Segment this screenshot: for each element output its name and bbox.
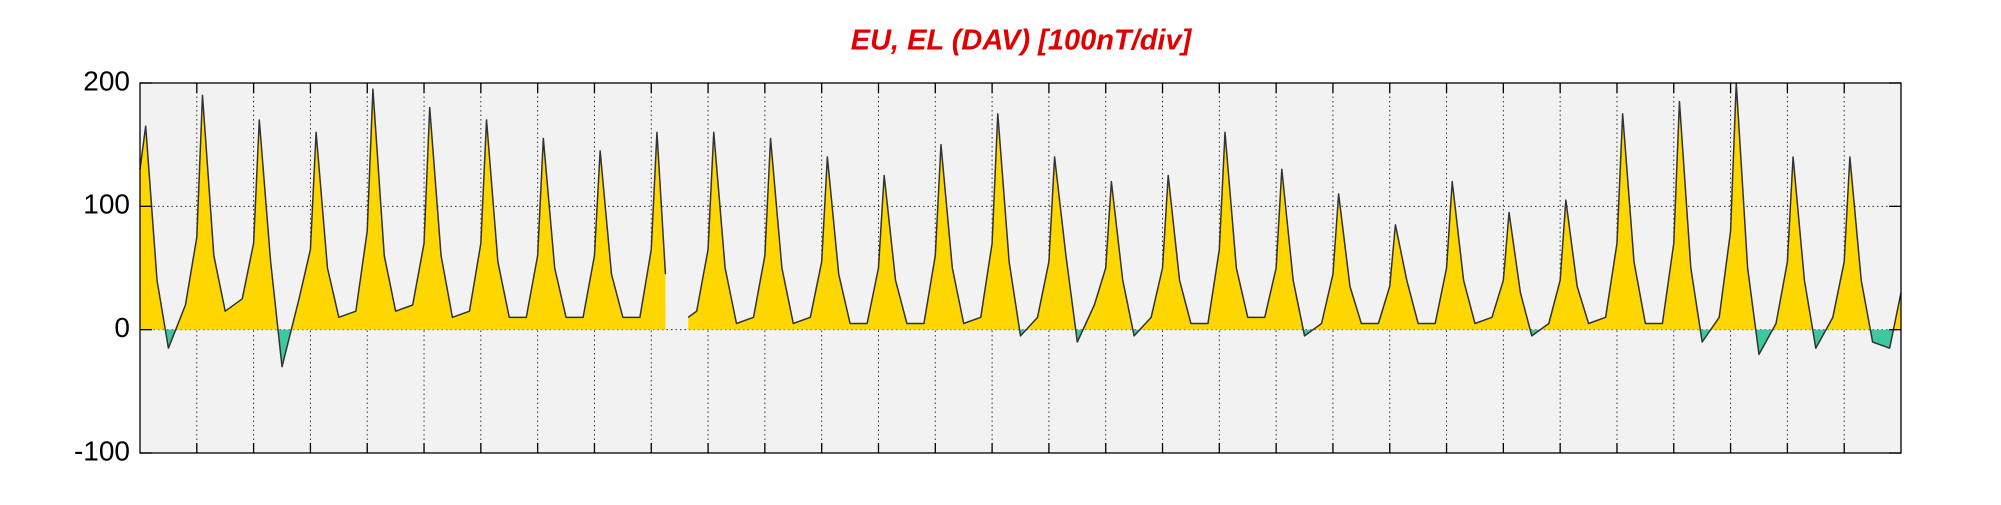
chart-title: EU, EL (DAV) [100nT/div] [851,25,1193,57]
axes: -100 0 100 200 [74,65,1902,466]
positive-area [688,83,1901,330]
y-tick-label: 100 [83,189,130,220]
data-line [687,82,1902,356]
y-tick-label: -100 [74,435,130,466]
data [139,82,1902,368]
data-line [139,88,667,368]
y-tick-label: 0 [114,312,130,343]
plot-background [140,83,1901,453]
y-tick-label: 200 [83,65,130,96]
plot-frame [139,82,1902,454]
